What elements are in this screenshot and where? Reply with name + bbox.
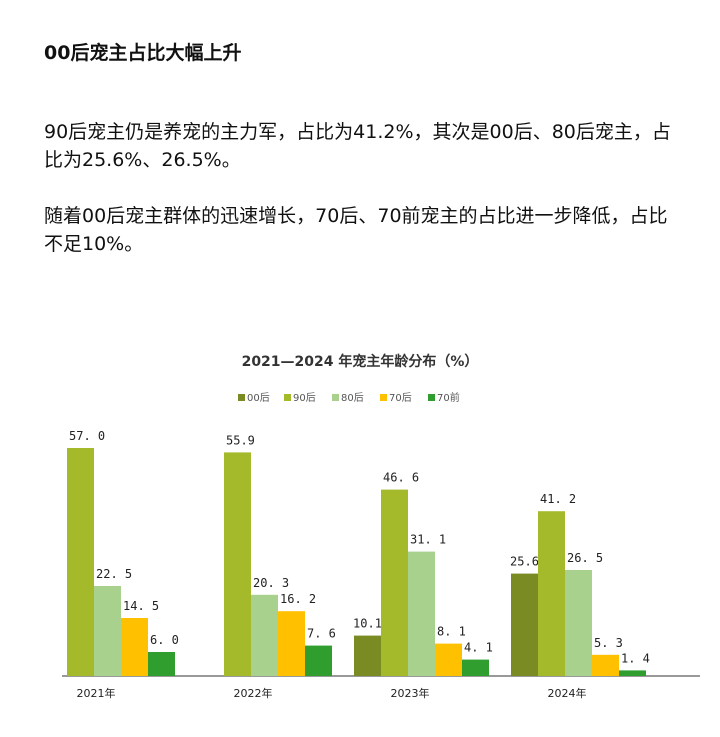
bar <box>354 635 381 676</box>
bar <box>462 659 489 676</box>
data-label: 7. 6 <box>307 627 336 641</box>
data-label: 55.9 <box>226 433 255 447</box>
bar <box>381 489 408 676</box>
bar <box>94 586 121 676</box>
bar <box>538 511 565 676</box>
bar <box>435 643 462 676</box>
data-label: 26. 5 <box>567 551 603 565</box>
legend-swatch <box>428 394 435 401</box>
data-label: 41. 2 <box>540 492 576 506</box>
legend-label: 70后 <box>389 392 412 404</box>
data-label: 25.6 <box>510 555 539 569</box>
legend-swatch <box>332 394 339 401</box>
data-label: 22. 5 <box>96 567 132 581</box>
legend-label: 80后 <box>341 392 364 404</box>
data-label: 10.1 <box>353 617 382 631</box>
bar <box>511 573 538 676</box>
bar <box>121 618 148 676</box>
data-label: 16. 2 <box>280 592 316 606</box>
bar <box>592 654 619 676</box>
data-label: 46. 6 <box>383 471 419 485</box>
legend-swatch <box>284 394 291 401</box>
data-label: 4. 1 <box>464 641 493 655</box>
data-label: 1. 4 <box>621 651 650 665</box>
legend-label: 70前 <box>437 391 460 404</box>
paragraph-1: 90后宠主仍是养宠的主力军，占比为41.2%，其次是00后、80后宠主，占比为2… <box>44 121 671 171</box>
bar <box>305 645 332 676</box>
bar <box>619 670 646 676</box>
x-tick-label: 2021年 <box>77 686 116 700</box>
legend-swatch <box>238 394 245 401</box>
paragraph-2: 随着00后宠主群体的迅速增长，70后、70前宠主的占比进一步降低，占比不足10%… <box>44 205 668 255</box>
data-label: 8. 1 <box>437 625 466 639</box>
x-tick-label: 2024年 <box>548 686 587 700</box>
bar <box>148 652 175 676</box>
bar <box>251 594 278 676</box>
data-label: 31. 1 <box>410 533 446 547</box>
bar <box>278 611 305 676</box>
x-tick-label: 2022年 <box>234 686 273 700</box>
x-tick-label: 2023年 <box>391 686 430 700</box>
bar <box>408 551 435 676</box>
legend-swatch <box>380 394 387 401</box>
data-label: 14. 5 <box>123 599 159 613</box>
legend-label: 90后 <box>293 392 316 404</box>
bar <box>67 448 94 676</box>
data-label: 57. 0 <box>69 429 105 443</box>
data-label: 20. 3 <box>253 576 289 590</box>
heading: 00后宠主占比大幅上升 <box>44 42 242 64</box>
data-label: 6. 0 <box>150 633 179 647</box>
legend-label: 00后 <box>247 392 270 404</box>
data-label: 5. 3 <box>594 636 623 650</box>
bar <box>224 452 251 676</box>
bar <box>565 570 592 676</box>
chart-title: 2021—2024 年宠主年龄分布（%） <box>242 353 479 370</box>
